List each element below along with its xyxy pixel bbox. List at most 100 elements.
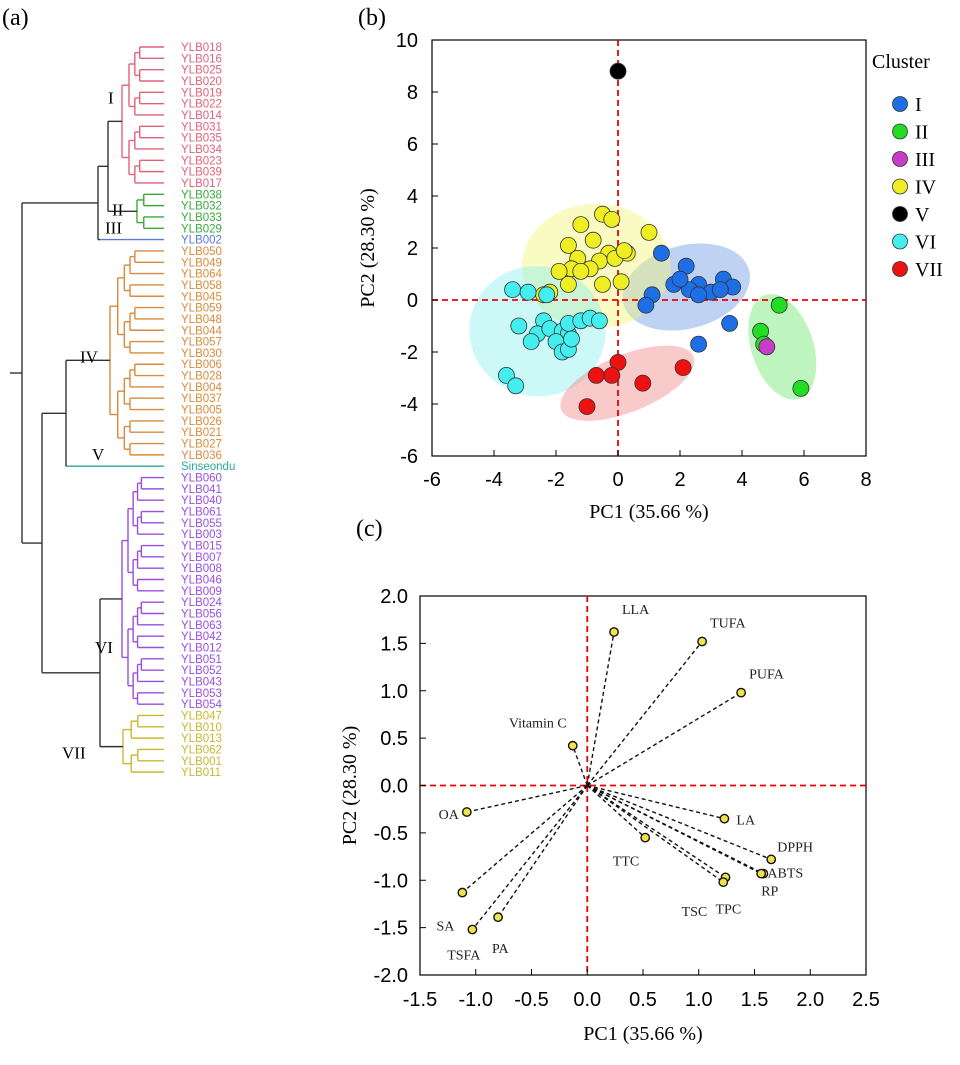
leaf-label: YLB033 (181, 212, 222, 224)
loading-label-PA: PA (492, 942, 510, 957)
data-point-IV (594, 275, 611, 293)
legend-marker-III (892, 151, 908, 167)
leaf-label: YLB027 (181, 439, 222, 451)
data-point-VI (504, 281, 521, 299)
data-point-IV (550, 262, 568, 280)
loading-label-Vitamin C: Vitamin C (509, 717, 567, 732)
loading-vector-SA (461, 784, 588, 894)
data-point-VII (603, 366, 621, 384)
legend-marker-II (892, 123, 908, 140)
x-tick-label: -1.5 (403, 989, 437, 1011)
leaf-label: YLB059 (181, 303, 222, 315)
data-point-IV (603, 210, 621, 228)
leaf-label: YLB064 (181, 269, 223, 281)
leaf-label: YLB001 (181, 756, 222, 768)
legend-label-VII: VII (915, 259, 943, 281)
data-point-VI (510, 317, 528, 335)
legend-label-II: II (915, 122, 928, 144)
loading-vector-TUFA (586, 641, 703, 786)
loading-point-PA (493, 912, 503, 923)
loading-point-TUFA (697, 636, 707, 647)
leaf-label: YLB017 (181, 178, 222, 190)
leaf-label: YLB026 (181, 416, 222, 428)
loading-label-PUFA: PUFA (749, 668, 785, 683)
legend-title: Cluster (872, 51, 930, 73)
leaf-label: YLB004 (181, 382, 223, 394)
cluster-label-VII: VII (62, 744, 86, 763)
x-axis-title: PC1 (35.66 %) (589, 501, 708, 523)
leaf-label: YLB029 (181, 223, 222, 235)
leaf-label: YLB046 (181, 575, 222, 587)
y-tick-label: 0.5 (380, 728, 408, 750)
loading-label-LLA: LLA (622, 603, 650, 618)
cluster-label-I: I (108, 88, 114, 107)
x-tick-label: -2 (547, 469, 565, 491)
leaf-label: YLB053 (181, 688, 222, 700)
legend-label-III: III (915, 149, 935, 171)
y-axis-title: PC2 (28.30 %) (339, 726, 361, 845)
y-tick-label: 2.0 (380, 586, 408, 608)
loading-vector-TTC (586, 784, 646, 839)
x-tick-label: 2 (674, 469, 685, 491)
legend-marker-VI (892, 233, 908, 250)
leaf-label: YLB063 (181, 620, 222, 632)
x-tick-label: 0.0 (573, 989, 601, 1011)
legend-marker-V (892, 206, 908, 222)
y-axis-title: PC2 (28.30 %) (357, 188, 379, 307)
loading-vector-LLA (586, 631, 615, 786)
loading-vector-RP (586, 784, 762, 875)
y-tick-label: -0.5 (374, 823, 408, 845)
data-point-VI (563, 330, 580, 348)
y-tick-label: -1.5 (374, 918, 408, 940)
leaf-label: YLB051 (181, 654, 222, 666)
pca-biplot: LLA TUFA PUFA Vitamin C LA DPPH ABTS RP TPC TSC TT… (339, 586, 880, 1045)
loading-vector-PUFA (586, 692, 742, 787)
leaf-label: YLB055 (181, 518, 222, 530)
data-point-IV (615, 242, 633, 260)
leaf-label: YLB039 (181, 167, 222, 179)
y-tick-label: 8 (407, 82, 418, 104)
leaf-label: YLB005 (181, 405, 222, 417)
leaf-label: YLB018 (181, 42, 222, 54)
data-point-VII (578, 398, 596, 416)
cluster-label-V: V (92, 445, 105, 464)
loading-vector-TPC (586, 784, 726, 878)
loading-label-TSFA: TSFA (447, 949, 481, 964)
loading-point-LA (719, 813, 730, 824)
leaf-label: YLB057 (181, 337, 222, 349)
cluster-label-IV: IV (80, 347, 99, 366)
legend-label-IV: IV (915, 177, 937, 199)
leaf-label: YLB058 (181, 280, 222, 292)
leaf-label: YLB050 (181, 246, 222, 258)
data-point-VI (538, 286, 556, 304)
legend-marker-I (892, 96, 908, 112)
loading-point-TSC (718, 877, 729, 888)
leaf-label: YLB011 (181, 767, 221, 779)
leaf-label: YLB015 (181, 541, 222, 553)
data-point-VII (634, 374, 652, 392)
loading-vector-DPPH (586, 784, 772, 861)
leaf-label: YLB052 (181, 665, 222, 677)
loading-point-Vitamin C (567, 740, 578, 751)
cluster-ellipse-II (748, 293, 817, 400)
legend-label-I: I (915, 94, 922, 116)
data-point-VI (507, 377, 525, 395)
cluster-label-II: II (112, 200, 124, 219)
y-tick-label: 0 (407, 290, 418, 312)
data-point-I (721, 314, 738, 332)
leaf-label: YLB022 (181, 99, 222, 111)
loading-point-SA (457, 887, 468, 898)
leaf-label: YLB060 (181, 473, 222, 485)
y-tick-label: 1.0 (380, 681, 408, 703)
data-point-III (758, 338, 776, 356)
panel-label-b: (b) (358, 5, 386, 31)
data-point-I (637, 296, 655, 314)
data-point-I (653, 244, 670, 262)
leaf-label: YLB012 (181, 642, 222, 654)
leaf-label: YLB010 (181, 722, 222, 734)
leaf-label: YLB008 (181, 563, 222, 575)
leaf-label: YLB002 (181, 235, 222, 247)
loading-label-ABTS: ABTS (767, 867, 803, 882)
x-tick-label: 1.5 (741, 989, 769, 1011)
leaf-label: YLB021 (181, 427, 222, 439)
